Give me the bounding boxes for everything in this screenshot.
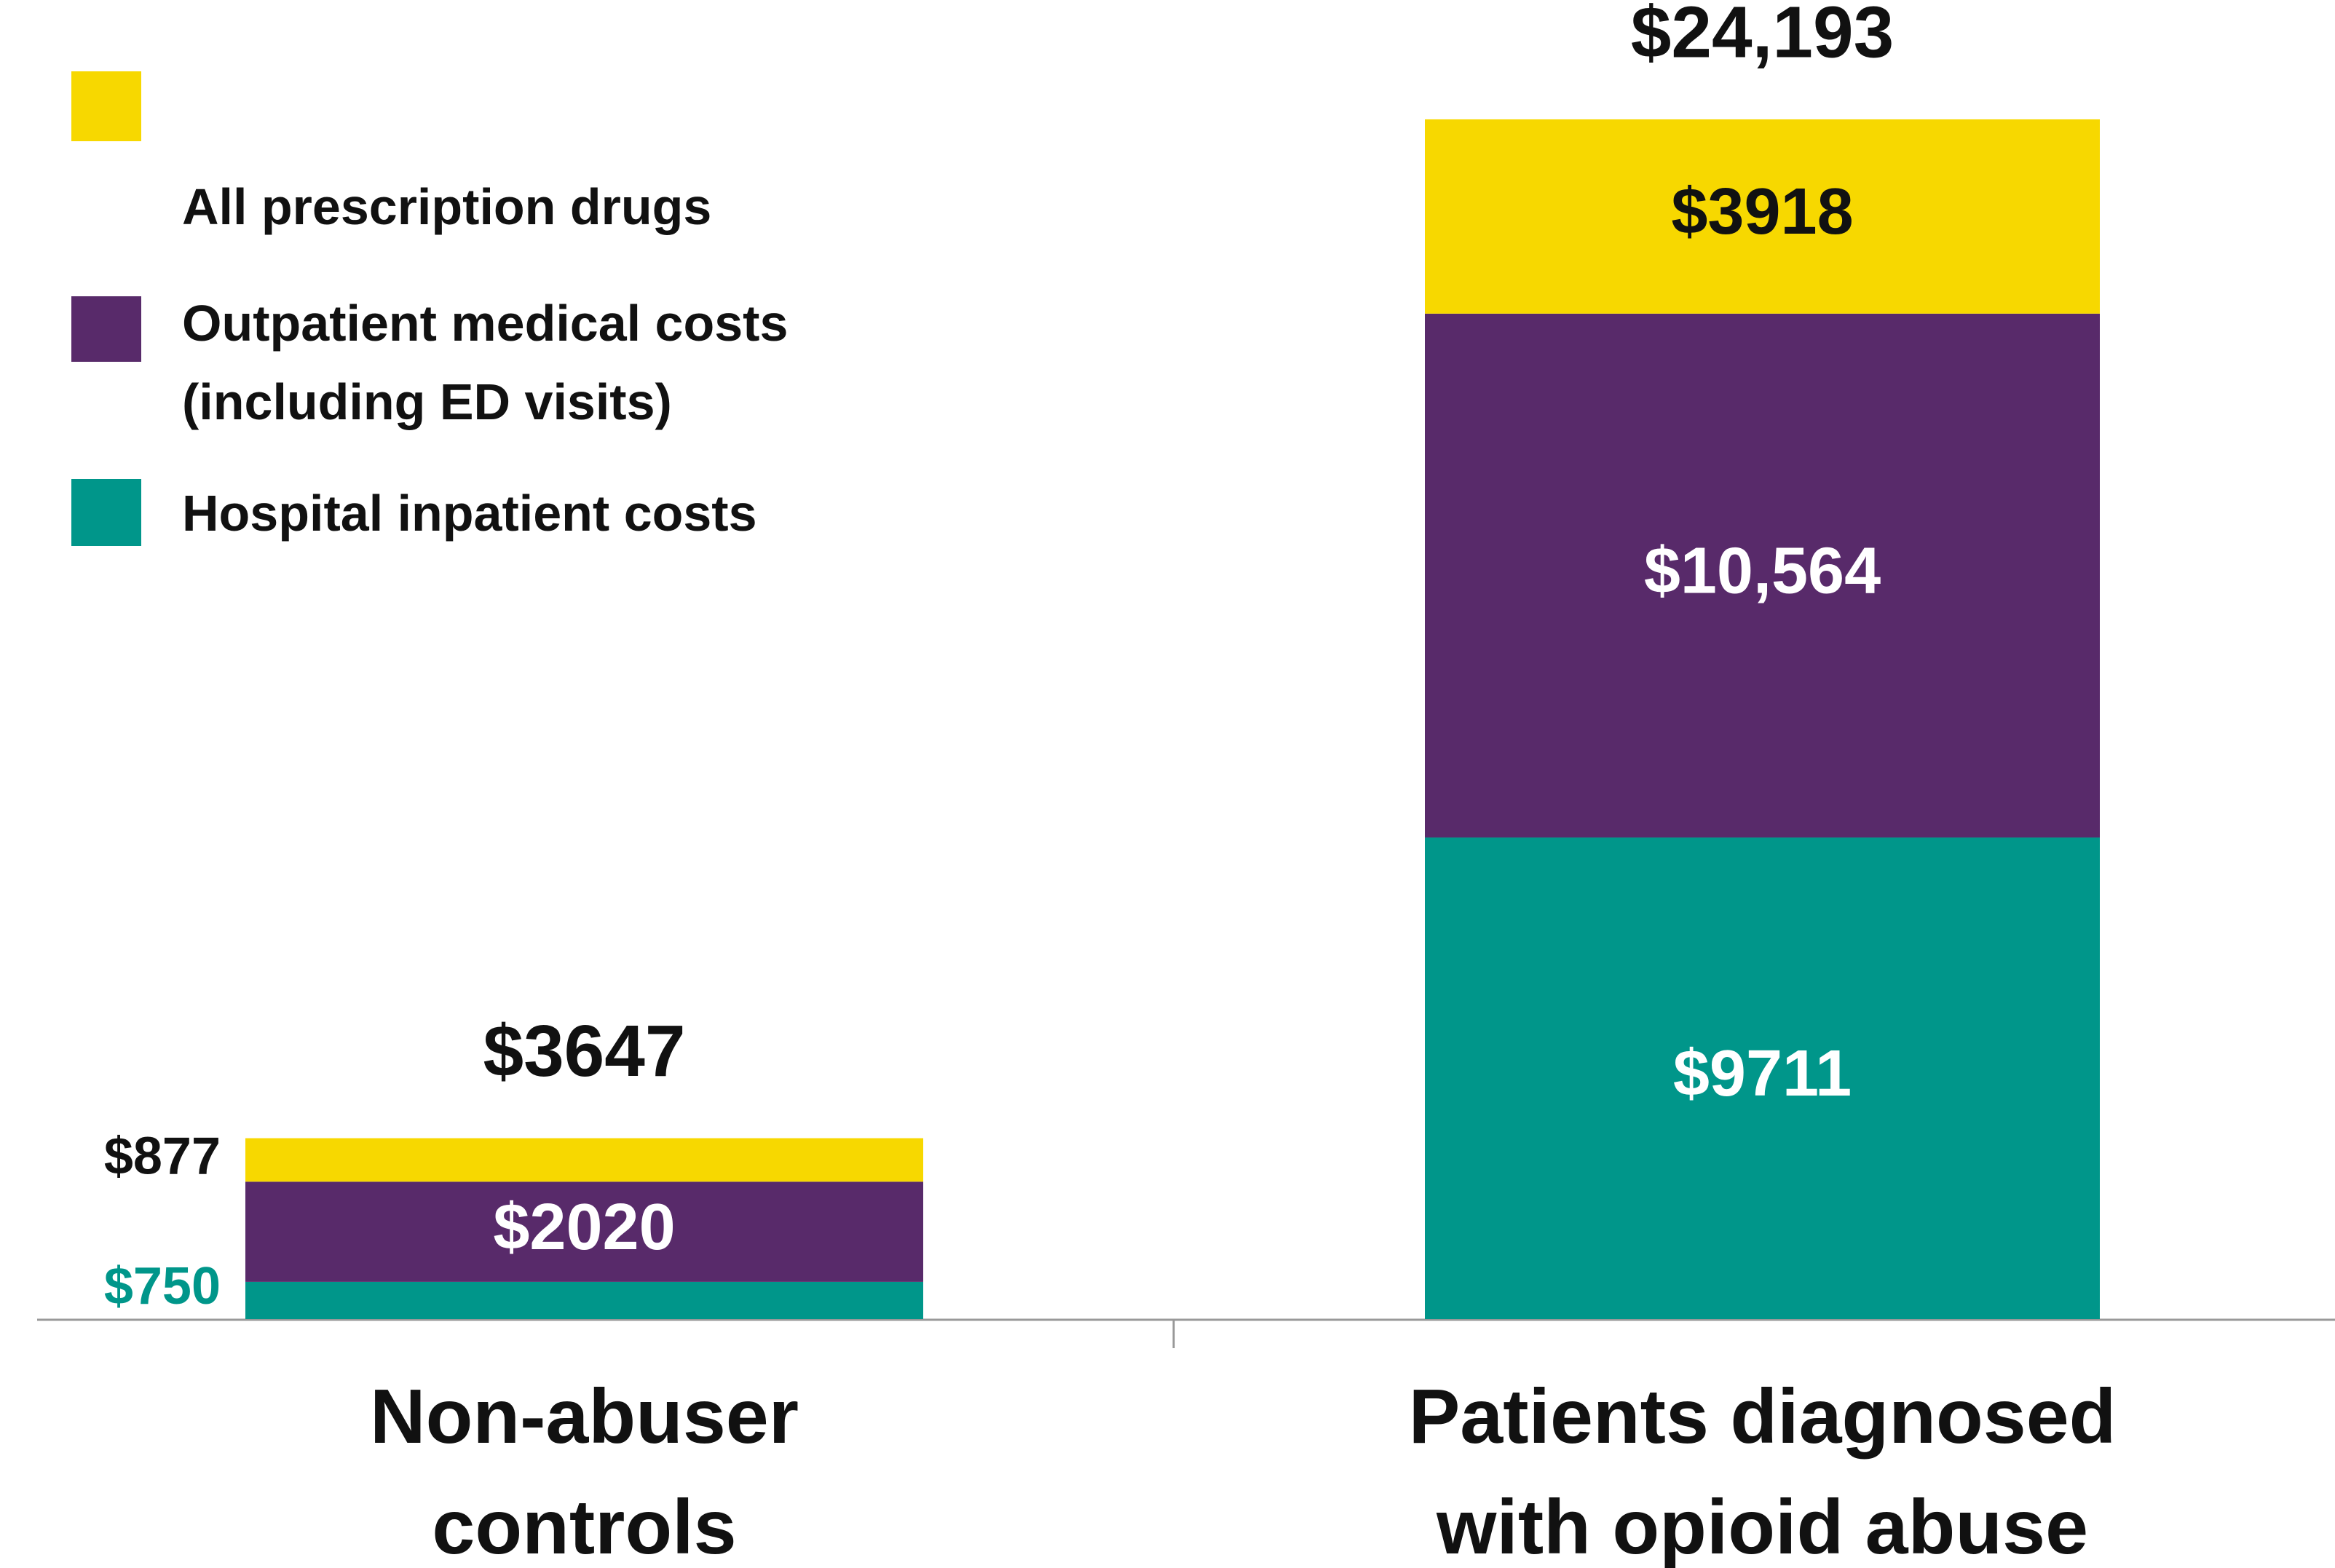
legend-label: Outpatient medical costs (including ED v…	[182, 295, 789, 430]
value-label: $9711	[1673, 1037, 1852, 1110]
legend-label: All prescription drugs	[182, 178, 712, 235]
x-tick-label: Patients diagnosed with opioid abuse	[1408, 1374, 2117, 1568]
legend-label: Hospital inpatient costs	[182, 485, 757, 542]
value-label: $3918	[1671, 175, 1853, 248]
total-label: $3647	[483, 1010, 685, 1092]
bar-segment	[1425, 837, 2100, 1319]
bar-segment	[1425, 119, 2100, 314]
bar-segment	[1425, 313, 2100, 838]
bar-segment	[245, 1138, 923, 1182]
value-label: $877	[104, 1127, 221, 1185]
value-label: $2020	[493, 1191, 675, 1264]
legend-swatch	[71, 479, 141, 546]
total-label: $24,193	[1631, 0, 1894, 73]
value-label: $10,564	[1644, 534, 1881, 607]
bar-segment	[245, 1181, 923, 1282]
bar-segment	[245, 1281, 923, 1319]
value-label: $750	[104, 1257, 221, 1315]
x-tick-label: Non-abuser controls	[370, 1374, 799, 1568]
legend-swatch	[71, 296, 141, 362]
legend-swatch	[71, 71, 141, 141]
